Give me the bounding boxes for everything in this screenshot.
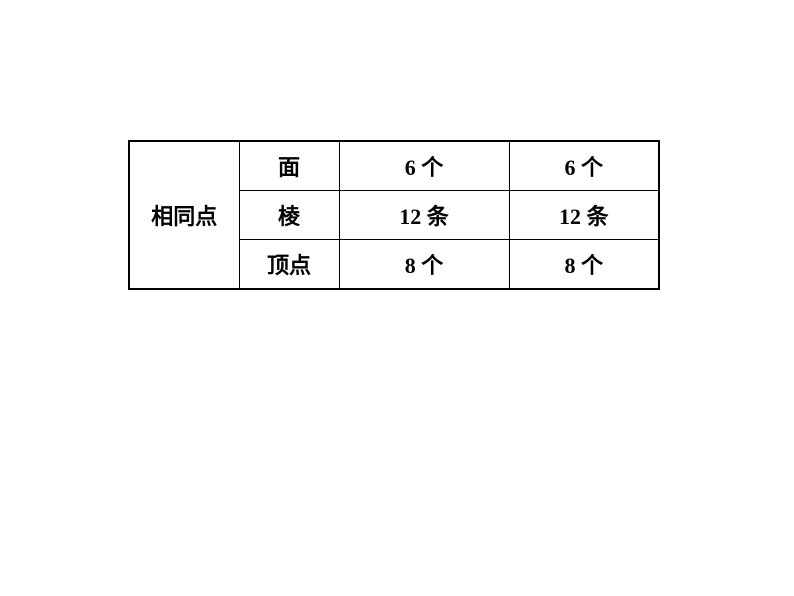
value-cell: 6 个 — [509, 141, 659, 191]
row-label-cell: 面 — [239, 141, 339, 191]
value-cell: 6 个 — [339, 141, 509, 191]
value-cell: 8 个 — [509, 240, 659, 290]
merged-header-cell: 相同点 — [129, 141, 239, 289]
comparison-table-container: 相同点 面 6 个 6 个 棱 12 条 12 条 顶点 8 个 8 个 — [128, 140, 660, 290]
value-cell: 8 个 — [339, 240, 509, 290]
table-row: 相同点 面 6 个 6 个 — [129, 141, 659, 191]
comparison-table: 相同点 面 6 个 6 个 棱 12 条 12 条 顶点 8 个 8 个 — [128, 140, 660, 290]
value-cell: 12 条 — [509, 191, 659, 240]
value-cell: 12 条 — [339, 191, 509, 240]
row-label-cell: 棱 — [239, 191, 339, 240]
row-label-cell: 顶点 — [239, 240, 339, 290]
